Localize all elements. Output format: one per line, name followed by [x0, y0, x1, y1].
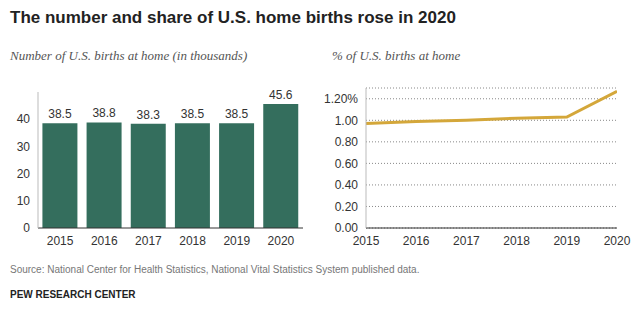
svg-text:2017: 2017	[453, 234, 480, 248]
svg-text:2020: 2020	[604, 234, 631, 248]
svg-text:45.6: 45.6	[269, 88, 293, 102]
html-text:The number and share of U.S. h: The number and share of U.S. home births…	[10, 8, 456, 27]
svg-text:40: 40	[17, 112, 31, 126]
svg-text:38.5: 38.5	[225, 107, 249, 121]
svg-text:2017: 2017	[135, 234, 162, 248]
svg-text:2019: 2019	[553, 234, 580, 248]
svg-text:0.00: 0.00	[335, 221, 359, 235]
svg-text:2018: 2018	[179, 234, 206, 248]
svg-text:38.3: 38.3	[137, 108, 161, 122]
svg-text:2019: 2019	[223, 234, 250, 248]
svg-text:0.20: 0.20	[335, 200, 359, 214]
svg-text:2016: 2016	[91, 234, 118, 248]
svg-text:38.8: 38.8	[92, 106, 116, 120]
svg-text:0.60: 0.60	[335, 157, 359, 171]
html-text:Number of U.S. births at home: Number of U.S. births at home (in thousa…	[10, 48, 248, 63]
svg-text:20: 20	[17, 167, 31, 181]
svg-text:2018: 2018	[503, 234, 530, 248]
html-text:% of U.S. births at home: % of U.S. births at home	[332, 48, 461, 63]
svg-text:2016: 2016	[403, 234, 430, 248]
svg-text:0.80: 0.80	[335, 135, 359, 149]
svg-text:30: 30	[17, 140, 31, 154]
svg-text:0: 0	[23, 221, 30, 235]
svg-text:38.5: 38.5	[181, 107, 205, 121]
html-text:PEW RESEARCH CENTER: PEW RESEARCH CENTER	[10, 289, 136, 300]
svg-text:2015: 2015	[47, 234, 74, 248]
svg-text:1.00: 1.00	[335, 114, 359, 128]
svg-text:1.20%: 1.20%	[324, 92, 358, 106]
html-text:Source: National Center for He: Source: National Center for Health Stati…	[10, 264, 420, 275]
svg-text:2020: 2020	[268, 234, 295, 248]
svg-text:2015: 2015	[353, 234, 380, 248]
svg-text:0.40: 0.40	[335, 178, 359, 192]
svg-text:10: 10	[17, 194, 31, 208]
svg-text:38.5: 38.5	[48, 107, 72, 121]
